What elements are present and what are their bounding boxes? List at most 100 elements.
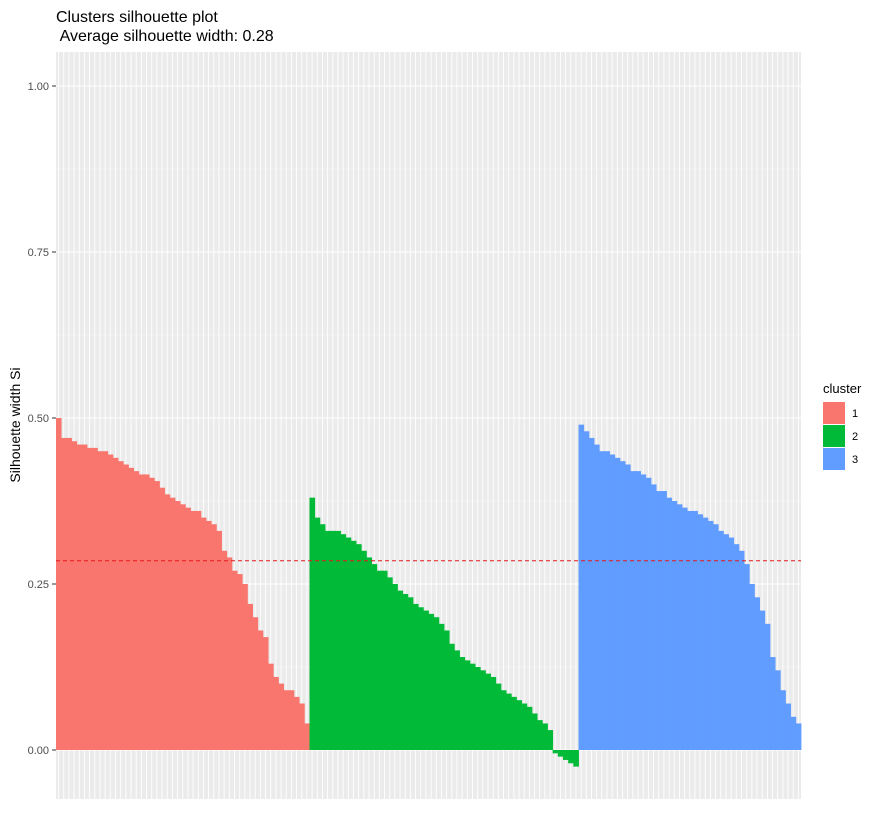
silhouette-bar-cluster-1 bbox=[231, 570, 238, 750]
silhouette-bar-cluster-1 bbox=[200, 517, 207, 750]
silhouette-bar-cluster-1 bbox=[118, 461, 124, 750]
silhouette-bar-cluster-1 bbox=[195, 510, 202, 750]
silhouette-bar-cluster-1 bbox=[87, 447, 93, 750]
silhouette-bar-cluster-1 bbox=[159, 487, 166, 750]
silhouette-bar-cluster-1 bbox=[112, 457, 119, 750]
silhouette-bar-cluster-2 bbox=[412, 603, 419, 750]
silhouette-bar-cluster-2 bbox=[387, 577, 393, 750]
silhouette-bar-cluster-2 bbox=[397, 590, 404, 750]
silhouette-bar-cluster-2 bbox=[526, 706, 533, 750]
silhouette-bar-cluster-2 bbox=[402, 593, 409, 750]
y-tick-label: 0.75 bbox=[28, 247, 49, 259]
silhouette-bar-cluster-3 bbox=[619, 461, 626, 750]
silhouette-bar-cluster-1 bbox=[252, 617, 259, 750]
silhouette-bar-cluster-1 bbox=[185, 507, 191, 750]
silhouette-bar-cluster-2 bbox=[500, 690, 507, 750]
silhouette-bar-cluster-3 bbox=[713, 524, 719, 750]
silhouette-bar-cluster-2 bbox=[552, 750, 559, 754]
silhouette-bar-cluster-2 bbox=[340, 534, 347, 750]
silhouette-bar-cluster-3 bbox=[625, 464, 631, 750]
silhouette-bar-cluster-2 bbox=[314, 517, 321, 750]
silhouette-bar-cluster-1 bbox=[107, 454, 114, 750]
silhouette-bar-cluster-3 bbox=[594, 444, 600, 750]
silhouette-bar-cluster-3 bbox=[785, 703, 792, 750]
silhouette-bar-cluster-3 bbox=[749, 584, 755, 750]
silhouette-bar-cluster-2 bbox=[469, 663, 476, 750]
silhouette-bar-cluster-1 bbox=[149, 477, 155, 750]
y-tick-label: 0.25 bbox=[28, 579, 49, 591]
silhouette-bar-cluster-1 bbox=[299, 703, 305, 750]
silhouette-bar-cluster-3 bbox=[676, 504, 683, 750]
silhouette-bar-cluster-1 bbox=[262, 637, 269, 750]
silhouette-bar-cluster-3 bbox=[728, 537, 735, 750]
silhouette-bar-cluster-1 bbox=[237, 574, 243, 750]
silhouette-bar-cluster-3 bbox=[769, 657, 776, 750]
silhouette-bar-cluster-2 bbox=[381, 570, 388, 750]
silhouette-bar-cluster-2 bbox=[475, 667, 481, 750]
silhouette-bar-cluster-3 bbox=[682, 507, 688, 750]
silhouette-bar-cluster-2 bbox=[449, 643, 455, 750]
silhouette-bar-cluster-1 bbox=[268, 663, 274, 750]
silhouette-bar-cluster-3 bbox=[790, 716, 797, 750]
silhouette-bar-cluster-2 bbox=[319, 524, 326, 750]
silhouette-bar-cluster-2 bbox=[506, 693, 512, 750]
silhouette-bar-cluster-1 bbox=[97, 451, 103, 750]
silhouette-bar-cluster-2 bbox=[531, 713, 538, 750]
silhouette-bar-cluster-1 bbox=[247, 603, 253, 750]
chart-title: Clusters silhouette plot bbox=[56, 9, 218, 26]
silhouette-bar-cluster-2 bbox=[490, 676, 497, 750]
silhouette-bar-cluster-2 bbox=[418, 607, 424, 750]
silhouette-bar-cluster-2 bbox=[366, 557, 372, 750]
legend: cluster 1 2 3 bbox=[823, 381, 862, 470]
silhouette-bar-cluster-2 bbox=[444, 630, 450, 750]
legend-key-cluster-3 bbox=[823, 448, 845, 470]
silhouette-bar-cluster-1 bbox=[211, 524, 217, 750]
silhouette-bar-cluster-1 bbox=[138, 474, 145, 750]
silhouette-bar-cluster-3 bbox=[707, 520, 714, 750]
silhouette-bar-cluster-3 bbox=[666, 497, 673, 750]
silhouette-bar-cluster-2 bbox=[480, 670, 486, 750]
silhouette-bar-cluster-3 bbox=[640, 474, 647, 750]
silhouette-bar-cluster-2 bbox=[361, 550, 367, 750]
silhouette-bar-cluster-3 bbox=[687, 510, 693, 750]
silhouette-bar-cluster-3 bbox=[775, 670, 781, 750]
silhouette-bar-cluster-2 bbox=[371, 564, 378, 750]
silhouette-bar-cluster-3 bbox=[671, 501, 678, 750]
silhouette-bar-cluster-2 bbox=[516, 700, 523, 750]
silhouette-bar-cluster-3 bbox=[702, 517, 709, 750]
silhouette-bar-cluster-1 bbox=[206, 520, 212, 750]
y-axis: 0.00 0.25 0.50 0.75 1.00 bbox=[28, 81, 56, 757]
silhouette-bar-cluster-2 bbox=[335, 530, 341, 750]
silhouette-bar-cluster-3 bbox=[723, 534, 729, 750]
silhouette-bar-cluster-2 bbox=[511, 696, 517, 750]
silhouette-bar-cluster-2 bbox=[392, 584, 398, 750]
silhouette-bar-cluster-1 bbox=[304, 723, 310, 750]
silhouette-bar-cluster-1 bbox=[283, 690, 290, 750]
silhouette-bar-cluster-3 bbox=[692, 510, 698, 750]
silhouette-bar-cluster-1 bbox=[143, 474, 150, 750]
silhouette-bar-cluster-1 bbox=[61, 437, 67, 750]
silhouette-bar-cluster-2 bbox=[325, 530, 331, 750]
silhouette-bar-cluster-2 bbox=[557, 750, 564, 757]
legend-label-cluster-1: 1 bbox=[852, 408, 858, 420]
legend-key-cluster-2 bbox=[823, 425, 845, 447]
silhouette-bar-cluster-2 bbox=[423, 610, 429, 750]
y-axis-title: Silhouette width Si bbox=[7, 367, 23, 482]
chart-subtitle: Average silhouette width: 0.28 bbox=[56, 28, 274, 45]
silhouette-bar-cluster-3 bbox=[650, 484, 657, 750]
silhouette-bar-cluster-1 bbox=[174, 501, 181, 750]
silhouette-bar-cluster-2 bbox=[350, 540, 357, 750]
silhouette-bar-cluster-2 bbox=[547, 730, 554, 750]
silhouette-bar-cluster-1 bbox=[123, 464, 129, 750]
silhouette-bar-cluster-3 bbox=[588, 437, 595, 750]
silhouette-bar-cluster-3 bbox=[578, 424, 585, 750]
silhouette-bar-cluster-1 bbox=[128, 467, 135, 750]
silhouette-bar-cluster-2 bbox=[485, 673, 491, 750]
legend-label-cluster-3: 3 bbox=[852, 454, 858, 466]
silhouette-bar-cluster-3 bbox=[656, 491, 662, 750]
silhouette-bar-cluster-3 bbox=[733, 544, 740, 750]
silhouette-bar-cluster-1 bbox=[169, 497, 176, 750]
silhouette-bar-cluster-1 bbox=[242, 584, 248, 750]
silhouette-bar-cluster-3 bbox=[630, 471, 636, 750]
silhouette-bar-cluster-2 bbox=[573, 750, 579, 767]
